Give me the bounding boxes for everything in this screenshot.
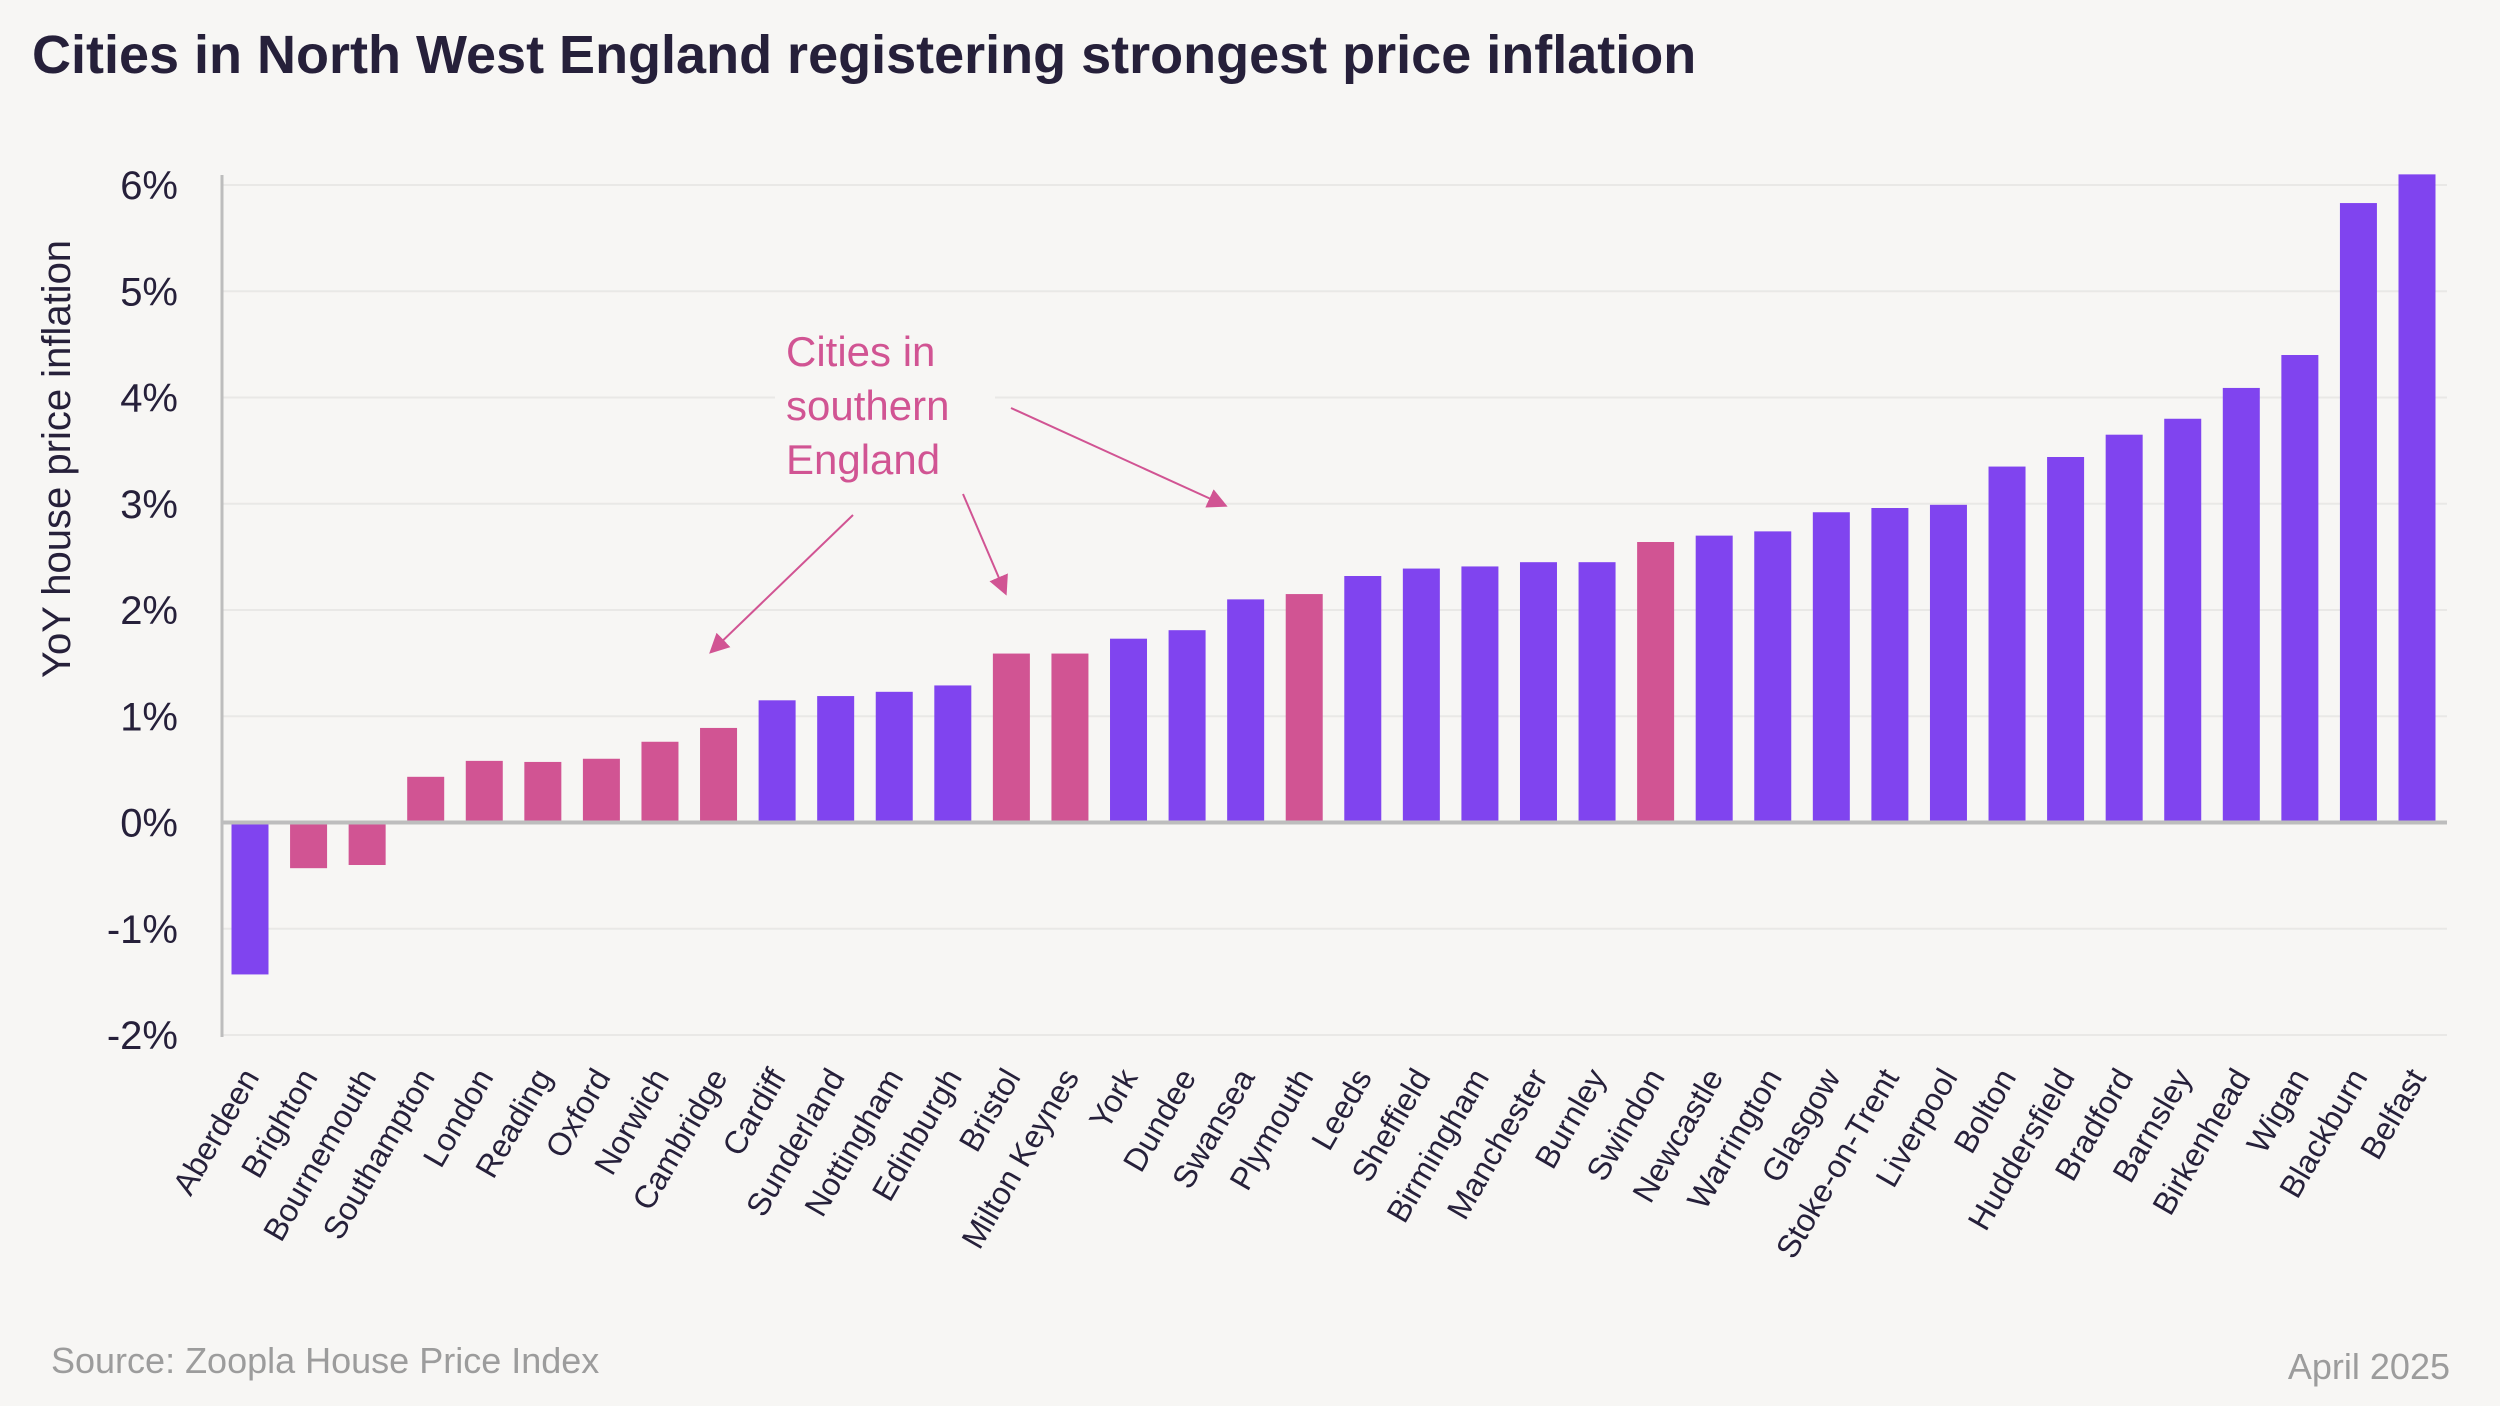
bar-burnley bbox=[1578, 562, 1616, 823]
y-tick-label: 4% bbox=[120, 377, 178, 421]
bar-bradford bbox=[2105, 434, 2143, 823]
chart-title: Cities in North West England registering… bbox=[32, 25, 1697, 85]
bar-edinburgh bbox=[934, 685, 972, 823]
bar-oxford bbox=[582, 758, 620, 823]
date-label: April 2025 bbox=[2287, 1346, 2450, 1387]
bar-swansea bbox=[1227, 599, 1265, 823]
bar-dundee bbox=[1168, 630, 1206, 823]
y-tick-label: 3% bbox=[120, 483, 178, 527]
bar-swindon bbox=[1637, 542, 1675, 823]
y-tick-label: 5% bbox=[120, 270, 178, 314]
bar-plymouth bbox=[1285, 594, 1323, 823]
source-note: Source: Zoopla House Price Index bbox=[51, 1340, 600, 1381]
y-tick-label: -1% bbox=[107, 908, 178, 952]
y-tick-label: -2% bbox=[107, 1014, 178, 1058]
bar-bournemouth bbox=[348, 822, 386, 865]
bar-liverpool bbox=[1929, 504, 1967, 823]
bar-sunderland bbox=[817, 696, 855, 823]
bar-cardiff bbox=[758, 700, 796, 823]
y-tick-label: 0% bbox=[120, 802, 178, 846]
y-tick-label: 1% bbox=[120, 695, 178, 739]
bar-huddersfield bbox=[2047, 457, 2085, 823]
bar-norwich bbox=[641, 741, 679, 823]
bar-nottingham bbox=[875, 691, 913, 823]
bar-york bbox=[1110, 638, 1148, 823]
bar-bolton bbox=[1988, 466, 2026, 823]
bar-reading bbox=[524, 761, 562, 823]
bar-glasgow bbox=[1812, 512, 1850, 823]
y-axis-label: YoY house price inflation bbox=[35, 240, 79, 678]
bar-manchester bbox=[1519, 562, 1557, 823]
bar-birmingham bbox=[1461, 566, 1499, 823]
bar-barnsley bbox=[2164, 418, 2202, 823]
bar-sheffield bbox=[1402, 568, 1440, 823]
y-tick-labels: -2% -1% 0% 1% 2% 3% 4% 5% 6% bbox=[107, 164, 178, 1058]
bar-southampton bbox=[407, 776, 445, 823]
bar-stoke-on-trent bbox=[1871, 508, 1909, 823]
bar-chart: -2% -1% 0% 1% 2% 3% 4% 5% 6% AberdeenBrightonBou… bbox=[35, 164, 2447, 1265]
x-tick-label: Aberdeen bbox=[165, 1063, 266, 1201]
y-tick-label: 2% bbox=[120, 589, 178, 633]
bar-leeds bbox=[1344, 576, 1382, 823]
annotation-line-2: southern bbox=[786, 382, 949, 429]
bar-london bbox=[465, 760, 503, 823]
annotation: Cities in southern England bbox=[709, 310, 1228, 654]
bars bbox=[231, 174, 2436, 975]
bar-brighton bbox=[290, 822, 328, 869]
arrow-1 bbox=[709, 514, 854, 654]
bar-aberdeen bbox=[231, 822, 269, 975]
arrow-2 bbox=[962, 493, 1008, 596]
bar-bristol bbox=[992, 653, 1030, 823]
bar-cambridge bbox=[700, 727, 738, 823]
annotation-line-3: England bbox=[786, 436, 940, 483]
y-tick-label: 6% bbox=[120, 164, 178, 208]
annotation-line-1: Cities in bbox=[786, 328, 935, 375]
gridlines bbox=[222, 184, 2447, 1036]
bar-wigan bbox=[2281, 355, 2319, 823]
bar-birkenhead bbox=[2222, 387, 2260, 823]
bar-blackburn bbox=[2339, 203, 2377, 823]
bar-newcastle bbox=[1695, 535, 1733, 823]
bar-milton-keynes bbox=[1051, 653, 1089, 823]
bar-warrington bbox=[1754, 531, 1792, 823]
arrow-3 bbox=[1010, 407, 1228, 508]
bar-belfast bbox=[2398, 174, 2436, 823]
x-tick-labels: AberdeenBrightonBournemouthSouthamptonLo… bbox=[165, 1062, 2433, 1265]
